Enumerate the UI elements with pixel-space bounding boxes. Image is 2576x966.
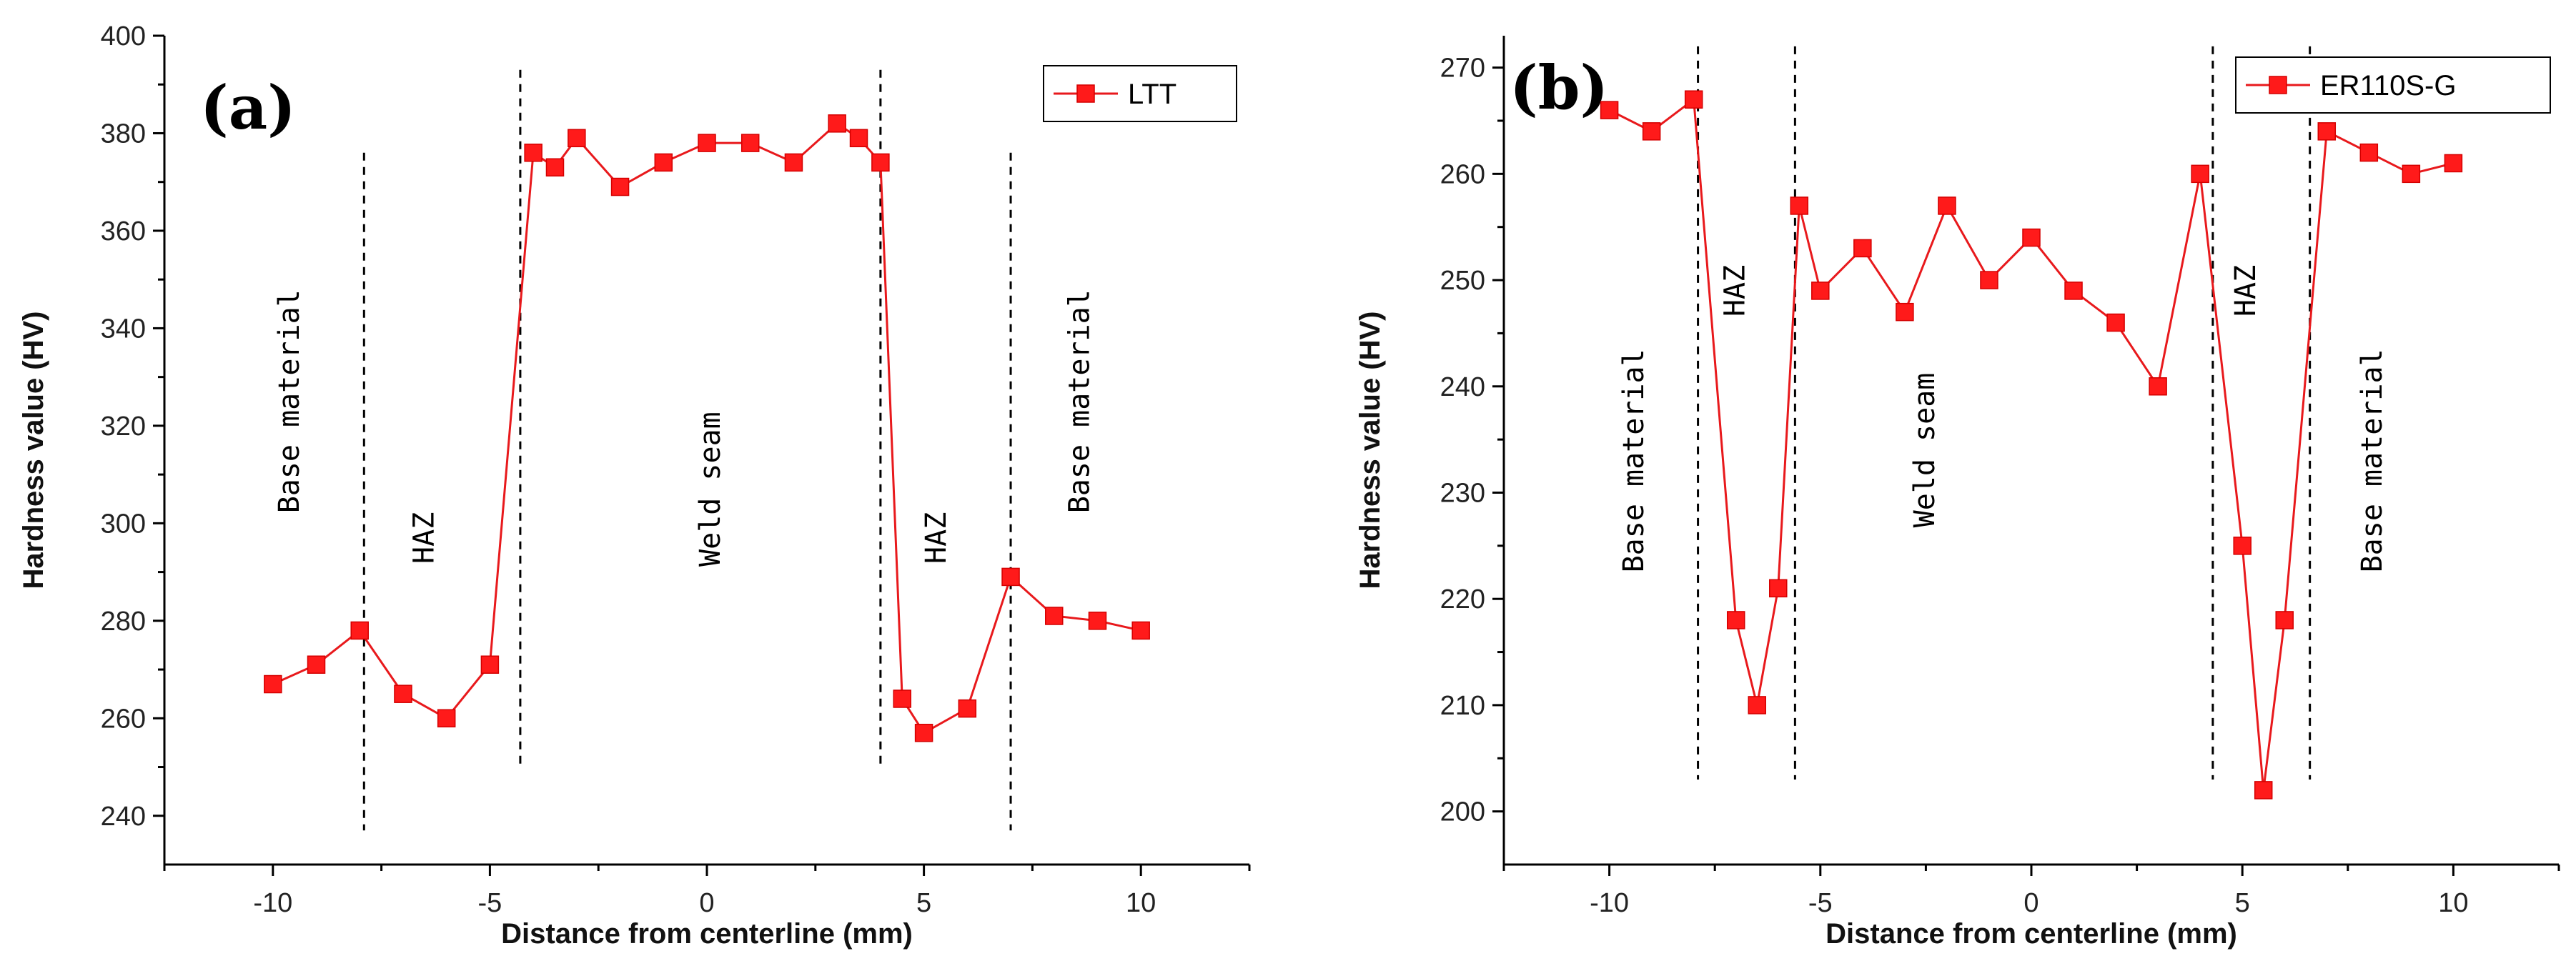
data-point <box>1853 239 1872 258</box>
y-tick-label: 240 <box>1440 372 1485 402</box>
panel-label: (a) <box>200 72 296 143</box>
data-point <box>1726 611 1745 629</box>
data-point <box>2022 228 2041 247</box>
y-tick-label: 200 <box>1440 797 1485 827</box>
y-tick-label: 220 <box>1440 584 1485 614</box>
y-tick-label: 360 <box>101 216 146 247</box>
y-tick-label: 400 <box>101 21 146 51</box>
data-point <box>784 153 803 172</box>
data-point <box>1896 302 1914 322</box>
y-axis-title: Hardness value (HV) <box>18 311 49 589</box>
data-point <box>568 129 586 148</box>
panel-label: (b) <box>1510 52 1608 123</box>
region-label: HAZ <box>1719 265 1752 317</box>
data-point <box>2191 164 2209 184</box>
data-point <box>2106 313 2125 332</box>
data-point <box>1980 271 1998 289</box>
region-label: Base material <box>273 289 306 513</box>
chart-panel-b: -10 -5 0 5 10 200 210 220 230 240 250 260 270 Distanc… <box>1354 36 2560 950</box>
data-point <box>740 134 760 152</box>
data-point <box>654 153 673 172</box>
data-point <box>2254 781 2273 800</box>
data-point <box>437 709 456 728</box>
region-label: Weld seam <box>1908 373 1941 528</box>
data-point <box>2359 143 2379 162</box>
data-point <box>2444 154 2463 173</box>
data-point <box>1790 196 1809 215</box>
x-tick-label: -5 <box>1808 888 1833 918</box>
x-tick-label: -10 <box>253 888 292 918</box>
x-tick-label: -5 <box>478 888 502 918</box>
data-point <box>524 144 543 162</box>
x-axis-title: Distance from centerline (mm) <box>501 918 913 950</box>
y-tick-label: 230 <box>1440 478 1485 508</box>
chart-panel-a: -10 -5 0 5 10 240 260 280 300 320 340 360 380 400 Dist… <box>18 21 1251 950</box>
region-label: Base material <box>1618 349 1650 572</box>
y-tick-label: 340 <box>101 314 146 344</box>
data-point <box>2064 282 2083 300</box>
legend-label: LTT <box>1128 79 1176 110</box>
x-tick-label: 5 <box>916 888 931 918</box>
data-point <box>849 129 868 148</box>
y-tick-label: 210 <box>1440 691 1485 721</box>
data-point <box>480 655 500 674</box>
data-point <box>2275 611 2294 629</box>
data-point <box>1811 282 1830 300</box>
x-tick-label: -10 <box>1590 888 1629 918</box>
data-point <box>545 158 565 176</box>
data-point <box>1001 567 1020 587</box>
data-point <box>1131 621 1150 640</box>
x-axis-title: Distance from centerline (mm) <box>1826 918 2237 950</box>
data-point <box>307 655 326 674</box>
data-point <box>1600 101 1619 119</box>
data-point <box>394 684 412 703</box>
y-tick-label: 260 <box>101 704 146 734</box>
x-tick-label: 10 <box>1126 888 1156 918</box>
x-tick-label: 5 <box>2235 888 2250 918</box>
data-point <box>2317 122 2337 141</box>
data-point <box>350 621 369 640</box>
x-tick-label: 0 <box>699 888 714 918</box>
data-point <box>1088 612 1107 630</box>
y-tick-label: 270 <box>1440 54 1485 84</box>
data-point <box>1748 696 1766 714</box>
x-tick-label: 10 <box>2438 888 2468 918</box>
y-tick-label: 240 <box>101 802 146 832</box>
x-tick-label: 0 <box>2023 888 2038 918</box>
data-point <box>698 134 716 152</box>
data-point <box>2402 164 2421 184</box>
region-label: HAZ <box>407 512 440 564</box>
series-line <box>1608 97 2454 791</box>
data-point <box>871 153 890 172</box>
data-point <box>958 699 977 718</box>
region-label: Weld seam <box>694 412 727 567</box>
region-label: HAZ <box>920 512 953 564</box>
legend-marker <box>1076 84 1095 103</box>
y-tick-label: 260 <box>1440 159 1485 189</box>
region-label: HAZ <box>2229 265 2262 317</box>
y-tick-label: 300 <box>101 509 146 539</box>
y-axis-title: Hardness value (HV) <box>1354 311 1386 589</box>
y-tick-label: 380 <box>101 119 146 149</box>
region-label: Base material <box>2356 349 2389 572</box>
data-point <box>264 674 282 694</box>
data-point <box>828 114 846 133</box>
data-point <box>914 724 933 742</box>
data-point <box>2149 377 2167 396</box>
y-tick-label: 250 <box>1440 266 1485 296</box>
y-tick-label: 280 <box>101 607 146 637</box>
legend-label: ER110S-G <box>2320 70 2456 101</box>
data-point <box>893 689 911 708</box>
data-point <box>1045 607 1064 625</box>
data-point <box>1684 90 1703 109</box>
legend-marker <box>2269 76 2287 94</box>
data-point <box>610 177 630 196</box>
data-point <box>1642 122 1661 141</box>
data-point <box>1769 579 1788 598</box>
region-label: Base material <box>1063 289 1096 513</box>
data-point <box>2233 537 2251 555</box>
y-tick-label: 320 <box>101 412 146 442</box>
data-point <box>1938 196 1956 215</box>
